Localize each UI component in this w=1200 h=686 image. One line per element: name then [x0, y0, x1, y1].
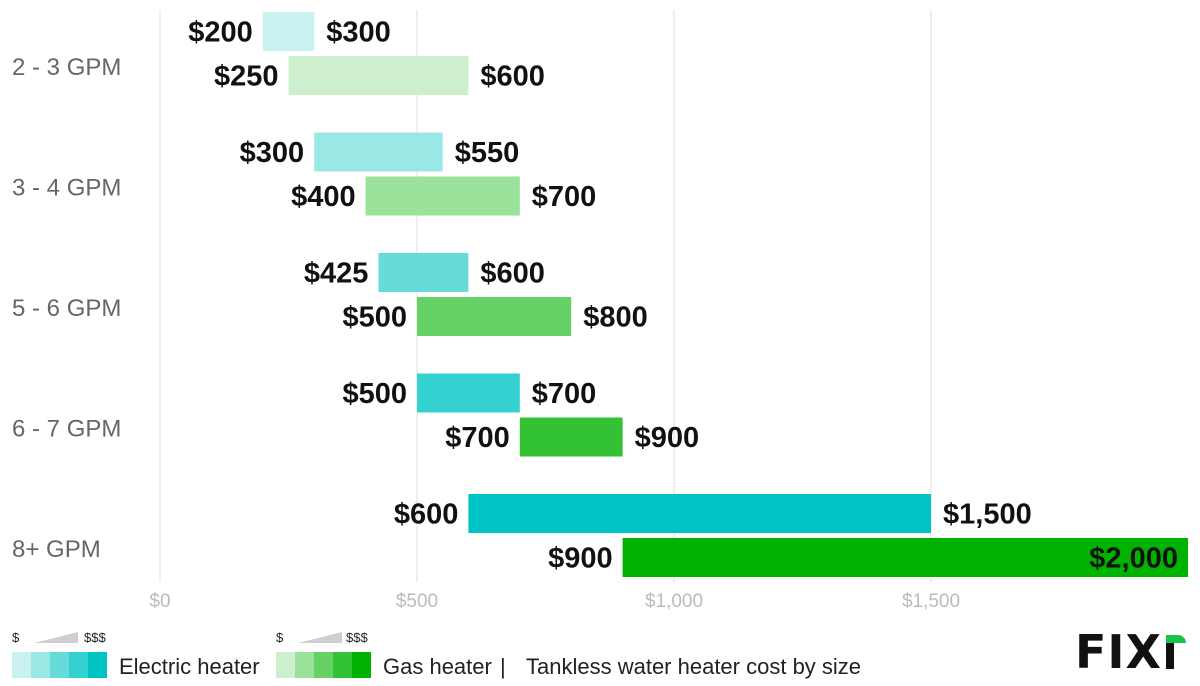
- gas-range-bar: [365, 176, 520, 216]
- range-low-label: $500: [342, 302, 407, 334]
- range-high-label: $2,000: [1089, 543, 1178, 575]
- legend-electric-scale: $ $$$: [12, 628, 108, 648]
- legend-swatch: [295, 652, 314, 678]
- range-low-label: $900: [548, 543, 613, 575]
- legend-gas-scale-low: $: [276, 630, 284, 645]
- legend-swatch: [69, 652, 88, 678]
- range-high-label: $300: [326, 17, 391, 49]
- gas-range-bar: [519, 417, 623, 457]
- legend-electric-scale-high: $$$: [84, 630, 106, 645]
- category-labels-layer: 2 - 3 GPM 3 - 4 GPM 5 - 6 GPM 6 - 7 GPM 8+ G…: [12, 54, 121, 563]
- electric-range-bar: [378, 253, 469, 292]
- range-high-label: $600: [480, 61, 545, 93]
- legend-swatch: [31, 652, 50, 678]
- logo-r-mark-icon: [1166, 635, 1188, 669]
- range-low-label: $600: [394, 499, 459, 531]
- category-label: 2 - 3 GPM: [12, 54, 121, 81]
- legend-gas-label: Gas heater: [383, 654, 492, 679]
- cost-scale-wedge-icon: [34, 632, 78, 643]
- range-high-label: $800: [583, 302, 648, 334]
- gas-range-bar: [288, 56, 469, 95]
- legend: $ $$$ Electric heater $ $$$ Gas heater |…: [0, 628, 1200, 686]
- electric-range-bar: [262, 12, 315, 51]
- cost-scale-wedge-icon: [298, 632, 342, 643]
- range-low-label: $425: [304, 258, 369, 290]
- range-high-label: $900: [635, 422, 700, 454]
- x-tick-label: $0: [149, 591, 170, 612]
- range-high-label: $600: [480, 258, 545, 290]
- legend-gas-scale-high: $$$: [346, 630, 368, 645]
- x-tick-label: $500: [396, 591, 438, 612]
- legend-electric-scale-low: $: [12, 630, 20, 645]
- legend-gas-scale: $ $$$: [276, 628, 372, 648]
- range-high-label: $550: [455, 137, 520, 169]
- gas-range-bar: [417, 297, 572, 336]
- range-bar-chart: $200 $300 $250 $600 $300 $550 $400 $700 $425 $600…: [12, 10, 1188, 612]
- electric-range-bar: [314, 132, 443, 172]
- category-label: 8+ GPM: [12, 536, 101, 563]
- legend-electric-label: Electric heater: [119, 654, 260, 679]
- x-axis-ticks-layer: $0 $500 $1,000 $1,500: [149, 591, 960, 612]
- x-tick-label: $1,500: [902, 591, 960, 612]
- legend-swatch: [88, 652, 107, 678]
- x-tick-label: $1,000: [645, 591, 703, 612]
- category-label: 6 - 7 GPM: [12, 416, 121, 443]
- legend-gas: $ $$$ Gas heater: [276, 628, 492, 679]
- range-high-label: $700: [532, 181, 597, 213]
- gas-range-bar: [622, 538, 1188, 577]
- logo-text: FIX: [1074, 625, 1162, 679]
- range-low-label: $500: [342, 378, 407, 410]
- legend-swatch: [50, 652, 69, 678]
- category-label: 3 - 4 GPM: [12, 175, 121, 202]
- electric-range-bar: [417, 373, 520, 413]
- range-low-label: $700: [445, 422, 510, 454]
- grid-layer: [159, 10, 932, 582]
- range-low-label: $400: [291, 181, 356, 213]
- legend-swatch: [314, 652, 333, 678]
- range-low-label: $250: [214, 61, 279, 93]
- legend-swatch: [352, 652, 371, 678]
- legend-swatch: [12, 652, 31, 678]
- range-high-label: $1,500: [943, 499, 1032, 531]
- range-high-label: $700: [532, 378, 597, 410]
- legend-electric-swatches: [12, 652, 107, 678]
- legend-gas-swatches: [276, 652, 371, 678]
- range-low-label: $200: [188, 17, 253, 49]
- legend-separator: |: [500, 654, 506, 679]
- legend-swatch: [276, 652, 295, 678]
- legend-swatch: [333, 652, 352, 678]
- range-low-label: $300: [240, 137, 305, 169]
- fixr-logo: FIX: [1074, 625, 1188, 679]
- value-labels-layer: $200 $300 $250 $600 $300 $550 $400 $700 $425 $600…: [188, 17, 1178, 575]
- legend-electric: $ $$$ Electric heater: [12, 628, 260, 679]
- bars-layer: [262, 12, 1188, 577]
- chart-caption: Tankless water heater cost by size: [526, 654, 862, 679]
- electric-range-bar: [468, 494, 931, 533]
- category-label: 5 - 6 GPM: [12, 295, 121, 322]
